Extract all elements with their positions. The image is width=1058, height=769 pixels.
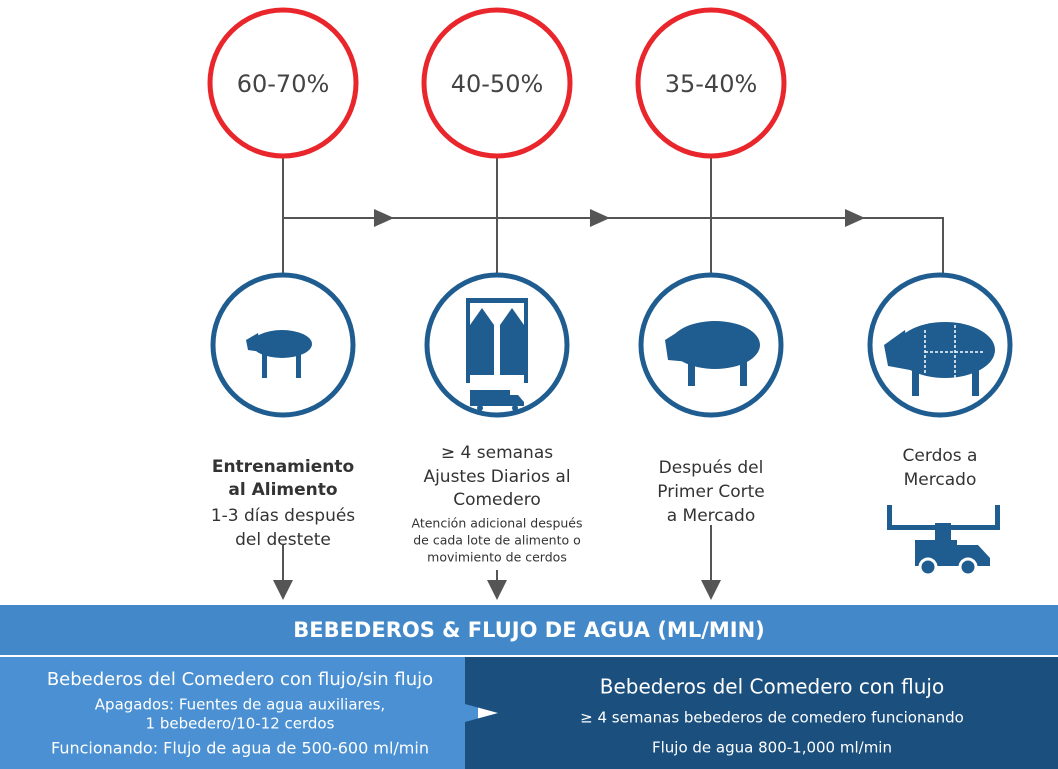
- stage-note: Atención adicional después: [411, 516, 582, 531]
- pig-icon: [246, 330, 312, 378]
- stage-note: movimiento de cerdos: [427, 550, 567, 565]
- panel-title: Bebederos del Comedero con flujo: [600, 675, 944, 699]
- stage-label: al Alimento: [228, 480, 337, 500]
- silo-icon: [466, 298, 528, 411]
- panel-line: Apagados: Fuentes de agua auxiliares,: [95, 696, 385, 714]
- truck-icon: [887, 505, 1000, 577]
- stage-label: del destete: [235, 530, 331, 550]
- pig-icon: [665, 321, 760, 386]
- stage-label: Comedero: [453, 490, 541, 510]
- percent-label: 35-40%: [665, 70, 758, 98]
- stage-label: Después del: [659, 458, 764, 478]
- panel-line: ≥ 4 semanas bebederos de comedero funcio…: [580, 709, 964, 727]
- stage-label: a Mercado: [667, 506, 756, 526]
- banner-title: BEBEDEROS & FLUJO DE AGUA (ML/MIN): [293, 618, 765, 642]
- stage-label: 1-3 días después: [211, 506, 355, 526]
- stage-label: Cerdos a: [903, 446, 978, 466]
- panel-title: Bebederos del Comedero con flujo/sin flu…: [47, 669, 433, 690]
- stage-note: de cada lote de alimento o: [413, 533, 581, 548]
- percent-circle: [421, 7, 573, 159]
- percent-label: 40-50%: [451, 70, 544, 98]
- percent-circle: [635, 7, 787, 159]
- percent-circle: [207, 7, 359, 159]
- connectors: [273, 156, 944, 600]
- panel-line: Funcionando: Flujo de agua de 500-600 ml…: [51, 739, 429, 758]
- right-panel: [465, 657, 1058, 769]
- pig-icon: [884, 322, 995, 396]
- stage-label: Mercado: [904, 470, 977, 490]
- panel-line: Flujo de agua 800-1,000 ml/min: [652, 739, 892, 757]
- left-panel: [0, 657, 478, 769]
- stage-label: Ajustes Diarios al: [423, 467, 570, 487]
- panel-line: 1 bebedero/10-12 cerdos: [146, 715, 335, 733]
- stage-circle: [424, 272, 570, 418]
- stage-label: Entrenamiento: [212, 457, 354, 477]
- stage-label: ≥ 4 semanas: [441, 443, 553, 463]
- stage-label: Primer Corte: [657, 482, 764, 502]
- banner: [0, 605, 1058, 655]
- percent-label: 60-70%: [237, 70, 330, 98]
